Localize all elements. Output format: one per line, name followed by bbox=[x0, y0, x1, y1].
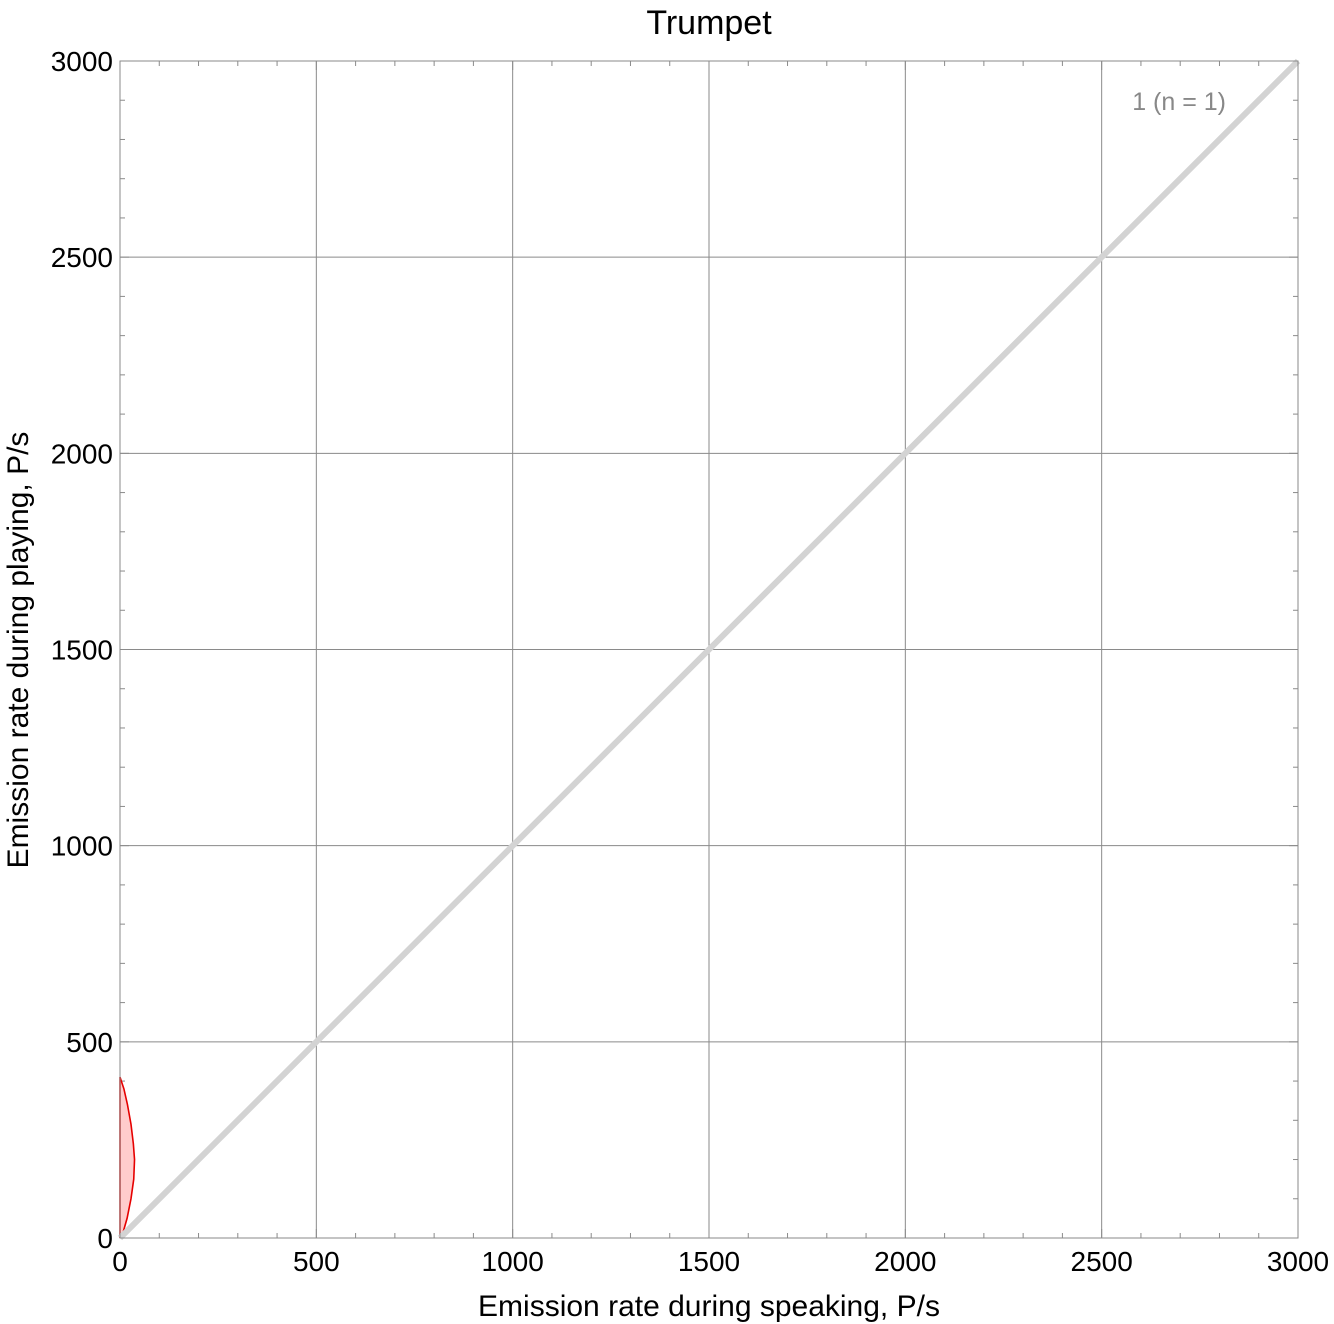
chart-title: Trumpet bbox=[646, 4, 772, 42]
x-tick-labels: 0 500 1000 1500 2000 2500 3000 bbox=[112, 1246, 1329, 1277]
x-tick-label: 1000 bbox=[482, 1246, 544, 1277]
x-tick-label: 2000 bbox=[874, 1246, 936, 1277]
x-tick-label: 0 bbox=[112, 1246, 128, 1277]
plot-frame bbox=[119, 60, 1299, 1239]
y-tick-labels: 0 500 1000 1500 2000 2500 3000 bbox=[51, 46, 113, 1254]
y-tick-label: 2500 bbox=[51, 242, 113, 273]
y-tick-label: 1000 bbox=[51, 831, 113, 862]
x-tick-label: 500 bbox=[293, 1246, 340, 1277]
x-axis-title: Emission rate during speaking, P/s bbox=[478, 1290, 940, 1323]
y-tick-label: 0 bbox=[97, 1223, 113, 1254]
y-tick-label: 3000 bbox=[51, 46, 113, 77]
series-annotation: 1 (n = 1) bbox=[1132, 88, 1226, 116]
reference-line bbox=[117, 58, 1301, 1241]
y-tick-label: 500 bbox=[66, 1027, 113, 1058]
x-tick-label: 1500 bbox=[678, 1246, 740, 1277]
x-tick-label: 3000 bbox=[1267, 1246, 1329, 1277]
region-boundary bbox=[119, 1076, 136, 1239]
y-tick-label: 2000 bbox=[51, 438, 113, 469]
diagonal-layer bbox=[117, 58, 1301, 1241]
y-tick-label: 1500 bbox=[51, 635, 113, 666]
x-tick-label: 2500 bbox=[1071, 1246, 1133, 1277]
region-layer bbox=[119, 1076, 136, 1239]
y-axis-title: Emission rate during playing, P/s bbox=[2, 432, 35, 869]
